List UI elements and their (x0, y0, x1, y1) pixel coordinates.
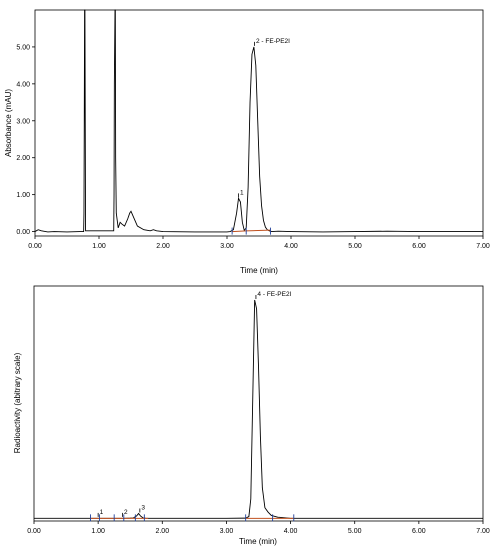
y-tick-label: 1.00 (16, 192, 30, 199)
peak-label: 2 (124, 509, 128, 516)
chromatogram-trace (34, 299, 483, 519)
x-tick-label: 5.00 (348, 243, 362, 250)
x-tick-label: 5.00 (348, 528, 362, 535)
chromatogram-trace (34, 9, 483, 233)
x-tick-label: 7.00 (476, 243, 490, 250)
x-tick-label: 6.00 (412, 243, 426, 250)
peak-label: 2 - FE-PE2I (256, 38, 290, 45)
integration-baseline (246, 229, 271, 232)
x-tick-label: 2.00 (155, 528, 169, 535)
chart-absorbance: 0.00 1.00 2.00 3.00 4.00 5.00 6.00 7.00 0.00 1.0… (4, 9, 490, 275)
chart-radioactivity-xlabel: Time (min) (239, 537, 277, 546)
x-tick-label: 7.00 (476, 528, 490, 535)
x-tick-label: 1.00 (92, 243, 106, 250)
integration-baseline (232, 230, 247, 233)
x-tick-label: 4.00 (284, 528, 298, 535)
y-tick-label: 4.00 (16, 81, 30, 88)
x-tick-label: 0.00 (28, 243, 42, 250)
y-tick-label: 0.00 (16, 229, 30, 236)
x-tick-label: 3.00 (220, 528, 234, 535)
chart-absorbance-xlabel: Time (min) (240, 266, 278, 275)
x-tick-label: 3.00 (220, 243, 234, 250)
chart-radioactivity-ylabel: Radioactivity (abitrary scale) (13, 352, 22, 453)
x-tick-label: 6.00 (412, 528, 426, 535)
peak-label: 3 (141, 504, 145, 511)
y-tick-label: 3.00 (16, 118, 30, 125)
peak-label: 1 (100, 509, 104, 516)
y-tick-label: 5.00 (16, 44, 30, 51)
x-tick-label: 1.00 (91, 528, 105, 535)
y-tick-label: 2.00 (16, 155, 30, 162)
chart-radioactivity-frame (33, 285, 484, 522)
peak-label: 4 - FE-PE2I (257, 291, 291, 298)
x-tick-label: 2.00 (156, 243, 170, 250)
x-tick-label: 0.00 (27, 528, 41, 535)
peak-label: 1 (240, 189, 244, 196)
chart-absorbance-frame (34, 9, 484, 237)
chart-radioactivity: 0.00 1.00 2.00 3.00 4.00 5.00 6.00 7.00 1 2 3 4 - … (13, 285, 490, 546)
chart-absorbance-ylabel: Absorbance (mAU) (4, 89, 13, 157)
x-tick-label: 4.00 (284, 243, 298, 250)
